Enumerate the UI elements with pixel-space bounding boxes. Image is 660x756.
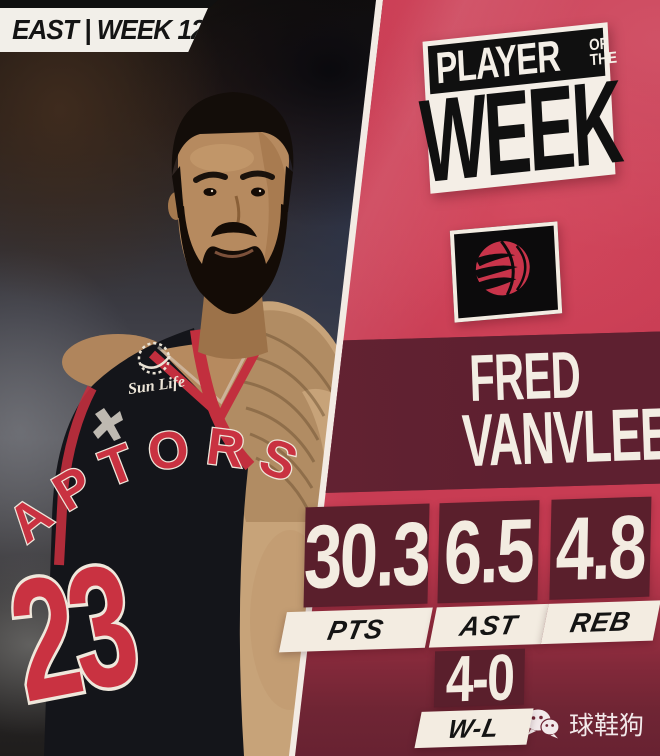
stat-box-record: 4-0 (433, 640, 526, 716)
raptors-logo-tile (449, 221, 563, 323)
jumpman-logo (93, 408, 123, 441)
raptors-claw-ball-icon (473, 240, 530, 296)
watermark-text: 球鞋狗 (568, 712, 644, 740)
stat-value-points: 30.3 (303, 502, 430, 608)
week-badge: EAST | WEEK 12 (0, 8, 208, 52)
armhole-trim-left (54, 385, 97, 566)
stat-value-record: 4-0 (444, 640, 514, 716)
watermark: 球鞋狗 (524, 706, 644, 742)
week-badge-top-border (0, 0, 218, 8)
player-head (168, 92, 294, 359)
stat-value-rebounds: 4.8 (555, 495, 646, 600)
stat-value-assists: 6.5 (443, 499, 534, 604)
stat-label-record: W-L (414, 708, 534, 749)
stat-box-assists: 6.5 (437, 499, 540, 604)
stat-label-rebounds: REB (540, 600, 660, 645)
stat-box-rebounds: 4.8 (549, 495, 652, 600)
stat-label-points: PTS (278, 607, 433, 653)
stat-box-points: 30.3 (303, 502, 430, 608)
week-badge-text: EAST | WEEK 12 (12, 14, 205, 45)
